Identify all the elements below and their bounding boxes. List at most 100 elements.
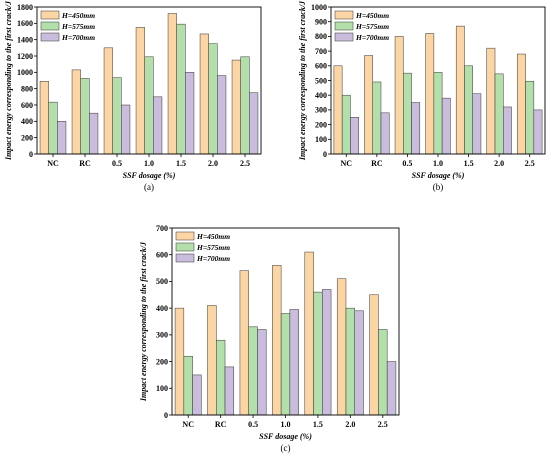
x-tick-label: 2.5	[525, 159, 535, 168]
x-tick-label: NC	[47, 159, 59, 168]
bar	[433, 72, 443, 155]
bar	[89, 112, 99, 155]
y-tick-label: 1000	[17, 68, 33, 77]
legend-label: H=450mm	[61, 11, 95, 20]
legend-swatch	[334, 32, 354, 42]
legend-swatch	[175, 242, 195, 252]
y-tick-label: 300	[156, 331, 168, 340]
legend-swatch	[334, 21, 354, 31]
y-tick-label: 100	[315, 135, 327, 144]
y-tick-label: 0	[164, 411, 168, 420]
bar	[121, 104, 131, 155]
y-axis-title: Impact energy corresponding to the first…	[298, 0, 307, 161]
panel-caption: (b)	[433, 182, 444, 192]
y-tick-label: 600	[21, 101, 33, 110]
y-axis-title: Impact energy corresponding to the first…	[4, 0, 13, 161]
bar	[525, 80, 535, 155]
y-tick-label: 800	[21, 84, 33, 93]
y-tick-label: 0	[323, 150, 327, 159]
bar	[341, 94, 351, 155]
chart-panel-c: NC RC 0.5 1.0 1.5 2.0 2.5 0 100 200 300 400 500 600 70…	[139, 224, 400, 453]
bar	[280, 313, 291, 416]
y-tick-label: 800	[315, 32, 327, 41]
bar	[354, 310, 364, 416]
bar	[208, 43, 218, 155]
y-tick-label: 300	[315, 106, 327, 115]
x-tick-label: 2.0	[494, 159, 504, 168]
x-tick-label: 2.5	[240, 159, 250, 168]
bar	[217, 75, 227, 155]
y-tick-label: 1800	[17, 3, 33, 12]
bar	[207, 305, 217, 416]
bar	[378, 329, 388, 416]
bar	[441, 97, 451, 155]
bar	[39, 81, 49, 155]
x-tick-label: NC	[182, 420, 194, 429]
chart-panel-a: NC RC 0.5 1.0 1.5 2.0 2.5 0 200 400 600 800 1000 1200…	[4, 0, 262, 192]
y-tick-label: 1400	[17, 35, 33, 44]
x-tick-label: 0.5	[248, 420, 258, 429]
legend-swatch	[40, 32, 60, 42]
bar	[350, 117, 359, 155]
y-tick-label: 400	[21, 117, 33, 126]
bar	[369, 294, 379, 416]
y-tick-label: 100	[156, 384, 168, 393]
bar	[403, 72, 412, 155]
panel-caption: (c)	[281, 443, 291, 453]
bar	[517, 53, 526, 155]
legend-label: H=450mm	[355, 11, 389, 20]
bar	[464, 65, 473, 155]
x-axis-title: SSF dosage (%)	[412, 171, 465, 180]
panel-caption: (a)	[144, 182, 154, 192]
x-tick-label: NC	[341, 159, 353, 168]
x-tick-label: 1.5	[464, 159, 474, 168]
legend-label: H=700mm	[61, 33, 95, 42]
bar	[144, 56, 154, 155]
bar	[48, 101, 58, 155]
x-tick-label: RC	[215, 420, 227, 429]
y-axis-title: Impact energy corresponding to the first…	[139, 241, 148, 402]
bar	[153, 96, 163, 155]
x-tick-label: 1.5	[313, 420, 323, 429]
legend: H=450mm H=575mm H=700mm	[40, 10, 95, 42]
x-tick-label: 2.5	[378, 420, 388, 429]
plot-frame	[36, 6, 262, 155]
legend-label: H=575mm	[355, 22, 389, 31]
bar	[199, 33, 209, 155]
y-tick-label: 400	[156, 304, 168, 313]
bar	[112, 77, 122, 155]
chart-panel-b: NC RC 0.5 1.0 1.5 2.0 2.5 0 100 200 300 400 500 600 70…	[298, 0, 546, 192]
bar	[192, 374, 202, 416]
legend-swatch	[175, 231, 195, 241]
bar	[364, 55, 373, 155]
bar	[185, 72, 195, 155]
bar	[533, 109, 543, 155]
bar	[425, 33, 435, 155]
bar	[167, 13, 177, 155]
bar	[224, 366, 235, 416]
legend-swatch	[175, 253, 195, 263]
bar	[304, 251, 314, 416]
plot-frame	[171, 227, 400, 416]
x-tick-label: 1.5	[176, 159, 186, 168]
bar	[272, 265, 282, 416]
bar	[411, 102, 421, 155]
x-tick-label: 1.0	[144, 159, 154, 168]
bar	[345, 307, 355, 416]
legend-label: H=575mm	[196, 243, 230, 252]
x-axis-title: SSF dosage (%)	[259, 432, 312, 441]
bar	[336, 278, 347, 416]
y-tick-label: 200	[156, 357, 168, 366]
bar	[216, 339, 226, 416]
y-tick-label: 700	[315, 47, 327, 56]
legend-swatch	[334, 10, 354, 20]
legend-swatch	[40, 21, 60, 31]
x-tick-label: 1.0	[281, 420, 291, 429]
y-tick-label: 500	[156, 277, 168, 286]
bar	[249, 92, 259, 155]
legend-label: H=575mm	[61, 22, 95, 31]
bar	[289, 309, 299, 416]
bar	[455, 25, 465, 155]
y-tick-label: 900	[315, 18, 327, 27]
legend-label: H=700mm	[355, 33, 389, 42]
